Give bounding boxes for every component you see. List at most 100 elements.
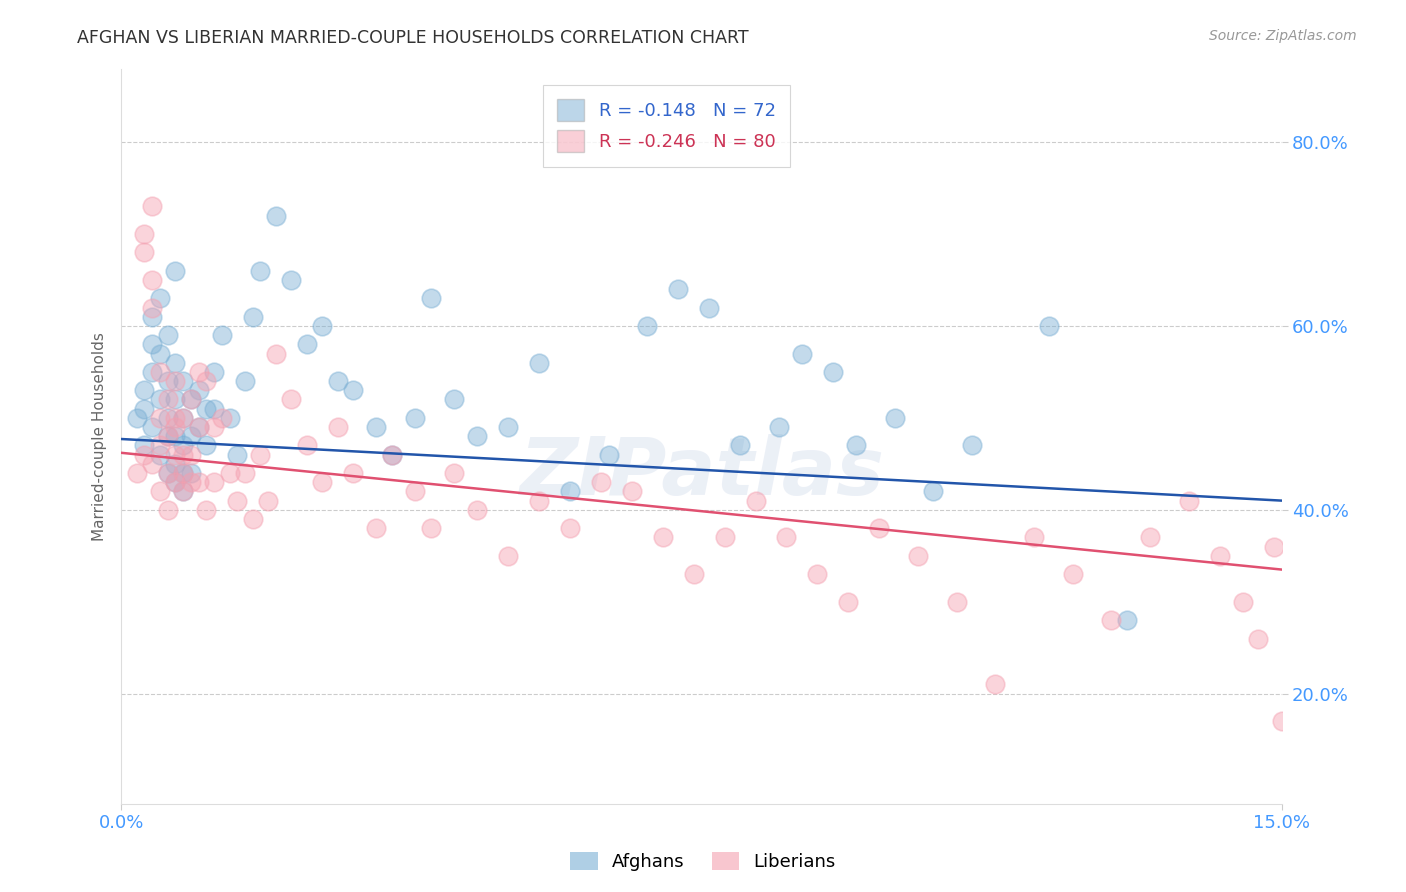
Point bbox=[419, 291, 441, 305]
Point bbox=[149, 346, 172, 360]
Point bbox=[666, 282, 689, 296]
Point bbox=[1139, 530, 1161, 544]
Point bbox=[125, 466, 148, 480]
Point bbox=[264, 209, 287, 223]
Point bbox=[342, 384, 364, 398]
Point bbox=[242, 310, 264, 324]
Point bbox=[172, 410, 194, 425]
Point bbox=[311, 318, 333, 333]
Point bbox=[134, 245, 156, 260]
Point bbox=[837, 595, 859, 609]
Point bbox=[280, 392, 302, 407]
Text: ZIPatlas: ZIPatlas bbox=[519, 434, 884, 512]
Point bbox=[1038, 318, 1060, 333]
Point bbox=[172, 438, 194, 452]
Point bbox=[156, 374, 179, 388]
Point bbox=[381, 448, 404, 462]
Point bbox=[187, 420, 209, 434]
Point bbox=[883, 410, 905, 425]
Point bbox=[149, 291, 172, 305]
Point bbox=[496, 549, 519, 563]
Point bbox=[907, 549, 929, 563]
Point bbox=[180, 466, 202, 480]
Point bbox=[202, 420, 225, 434]
Point bbox=[226, 448, 249, 462]
Point bbox=[636, 318, 658, 333]
Point bbox=[1263, 540, 1285, 554]
Point bbox=[806, 567, 828, 582]
Point bbox=[1115, 613, 1137, 627]
Point bbox=[211, 328, 233, 343]
Point bbox=[165, 429, 187, 443]
Point bbox=[381, 448, 404, 462]
Point bbox=[141, 337, 163, 351]
Point bbox=[697, 301, 720, 315]
Point bbox=[172, 484, 194, 499]
Point bbox=[134, 401, 156, 416]
Point bbox=[165, 392, 187, 407]
Point bbox=[249, 448, 271, 462]
Point bbox=[187, 475, 209, 490]
Point bbox=[264, 346, 287, 360]
Text: AFGHAN VS LIBERIAN MARRIED-COUPLE HOUSEHOLDS CORRELATION CHART: AFGHAN VS LIBERIAN MARRIED-COUPLE HOUSEH… bbox=[77, 29, 749, 46]
Legend: Afghans, Liberians: Afghans, Liberians bbox=[564, 845, 842, 879]
Point bbox=[180, 392, 202, 407]
Point bbox=[366, 420, 388, 434]
Point bbox=[165, 457, 187, 471]
Point bbox=[527, 356, 550, 370]
Point bbox=[211, 410, 233, 425]
Point bbox=[527, 493, 550, 508]
Point bbox=[156, 429, 179, 443]
Point bbox=[165, 374, 187, 388]
Point bbox=[443, 466, 465, 480]
Point bbox=[149, 438, 172, 452]
Point bbox=[311, 475, 333, 490]
Point bbox=[326, 374, 349, 388]
Point bbox=[558, 521, 581, 535]
Point bbox=[141, 420, 163, 434]
Point bbox=[728, 438, 751, 452]
Point bbox=[768, 420, 790, 434]
Point bbox=[202, 365, 225, 379]
Point bbox=[165, 475, 187, 490]
Point bbox=[156, 503, 179, 517]
Point bbox=[257, 493, 280, 508]
Point bbox=[156, 410, 179, 425]
Point bbox=[134, 438, 156, 452]
Point bbox=[195, 503, 218, 517]
Point bbox=[249, 264, 271, 278]
Point bbox=[945, 595, 967, 609]
Point bbox=[233, 374, 256, 388]
Text: Source: ZipAtlas.com: Source: ZipAtlas.com bbox=[1209, 29, 1357, 43]
Point bbox=[165, 410, 187, 425]
Point bbox=[922, 484, 945, 499]
Point bbox=[156, 429, 179, 443]
Point bbox=[149, 448, 172, 462]
Point bbox=[195, 374, 218, 388]
Point bbox=[202, 475, 225, 490]
Point bbox=[202, 401, 225, 416]
Point bbox=[218, 466, 240, 480]
Point bbox=[172, 484, 194, 499]
Point bbox=[366, 521, 388, 535]
Point bbox=[141, 273, 163, 287]
Point bbox=[242, 512, 264, 526]
Point bbox=[125, 410, 148, 425]
Point bbox=[187, 384, 209, 398]
Point bbox=[651, 530, 673, 544]
Point bbox=[195, 438, 218, 452]
Point bbox=[821, 365, 844, 379]
Point bbox=[558, 484, 581, 499]
Point bbox=[226, 493, 249, 508]
Point bbox=[156, 466, 179, 480]
Point bbox=[134, 448, 156, 462]
Point bbox=[868, 521, 890, 535]
Point bbox=[149, 410, 172, 425]
Point bbox=[443, 392, 465, 407]
Point bbox=[141, 365, 163, 379]
Point bbox=[620, 484, 643, 499]
Point bbox=[218, 410, 240, 425]
Point bbox=[1022, 530, 1045, 544]
Point bbox=[172, 466, 194, 480]
Point bbox=[1099, 613, 1122, 627]
